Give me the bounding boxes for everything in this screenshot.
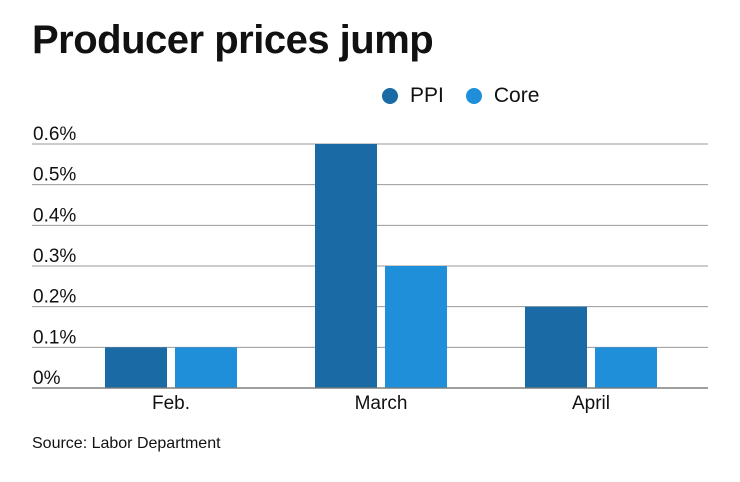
y-tick-label: 0.3% [33, 246, 76, 267]
x-axis-category-labels: Feb. March April [152, 393, 610, 414]
x-category-label: Feb. [152, 393, 190, 414]
y-axis-tick-labels: 0% 0.1% 0.2% 0.3% 0.4% 0.5% 0.6% [33, 124, 76, 389]
legend-label-ppi: PPI [410, 84, 444, 107]
bar-ppi-0 [105, 347, 167, 388]
y-tick-label: 0.6% [33, 124, 76, 145]
chart-legend: PPI Core [382, 84, 539, 108]
y-tick-label: 0.1% [33, 327, 76, 348]
legend-swatch-core [465, 88, 482, 104]
y-tick-label: 0.2% [33, 287, 76, 308]
bar-ppi-2 [525, 306, 587, 388]
source-note: Source: Labor Department [32, 435, 221, 452]
legend-swatch-ppi [382, 88, 398, 104]
x-category-label: March [355, 393, 408, 414]
x-category-label: April [572, 393, 610, 414]
bars [32, 144, 708, 389]
legend-label-core: Core [493, 84, 540, 107]
chart-title: Producer prices jump [32, 18, 434, 62]
bar-core-2 [595, 347, 657, 388]
y-tick-label: 0.4% [33, 205, 76, 226]
bar-ppi-1 [315, 144, 377, 388]
legend-item-core: Core [465, 84, 540, 108]
bar-core-1 [385, 266, 447, 388]
y-tick-label: 0% [33, 368, 61, 389]
bar-core-0 [175, 347, 237, 388]
legend-item-ppi: PPI [382, 84, 444, 108]
y-tick-label: 0.5% [33, 165, 76, 186]
